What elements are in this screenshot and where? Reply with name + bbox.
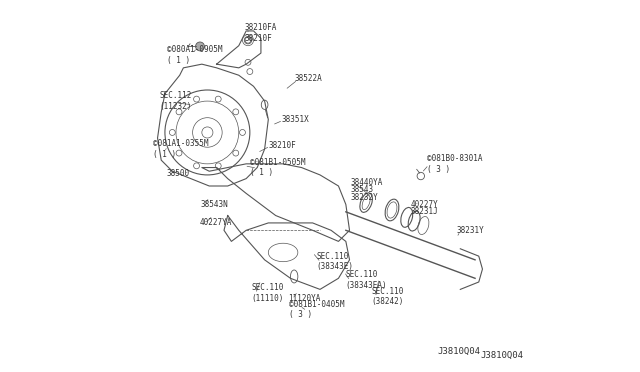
Text: 38231Y: 38231Y <box>456 226 484 235</box>
Text: SEC.110
(38343EA): SEC.110 (38343EA) <box>346 270 387 290</box>
Text: 40227YA: 40227YA <box>200 218 232 227</box>
Text: 38231J: 38231J <box>410 207 438 217</box>
Text: 38232Y: 38232Y <box>350 193 378 202</box>
Text: SEC.110
(38242): SEC.110 (38242) <box>372 287 404 307</box>
Text: 38210F: 38210F <box>244 34 272 43</box>
Text: SEC.110
(11110): SEC.110 (11110) <box>252 283 284 303</box>
Text: 38543N: 38543N <box>200 200 228 209</box>
Text: 38210FA: 38210FA <box>244 23 276 32</box>
Text: 38351X: 38351X <box>281 115 309 124</box>
Text: ©081B0-8301A
( 3 ): ©081B0-8301A ( 3 ) <box>427 154 483 174</box>
Text: 38522A: 38522A <box>294 74 322 83</box>
Text: 38440YA: 38440YA <box>350 178 383 187</box>
Text: J3810Q04: J3810Q04 <box>481 351 524 360</box>
Text: 11120YA: 11120YA <box>289 294 321 303</box>
Text: 38210F: 38210F <box>268 141 296 150</box>
Text: J3810Q04: J3810Q04 <box>438 347 481 356</box>
Text: SEC.110
(38343E): SEC.110 (38343E) <box>316 252 353 272</box>
Text: ©081A1-0355M
( 1 ): ©081A1-0355M ( 1 ) <box>153 140 209 159</box>
Circle shape <box>196 42 204 51</box>
Text: ©081B1-0505M
( 1 ): ©081B1-0505M ( 1 ) <box>250 158 305 177</box>
Text: ©080A1-0905M
( 1 ): ©080A1-0905M ( 1 ) <box>167 45 222 65</box>
Text: SEC.112
(11232): SEC.112 (11232) <box>159 92 192 111</box>
Text: 38500: 38500 <box>166 169 189 177</box>
Text: 38543: 38543 <box>350 185 373 194</box>
Text: 40227Y: 40227Y <box>410 200 438 209</box>
Text: ©081B1-0405M
( 3 ): ©081B1-0405M ( 3 ) <box>289 300 344 320</box>
